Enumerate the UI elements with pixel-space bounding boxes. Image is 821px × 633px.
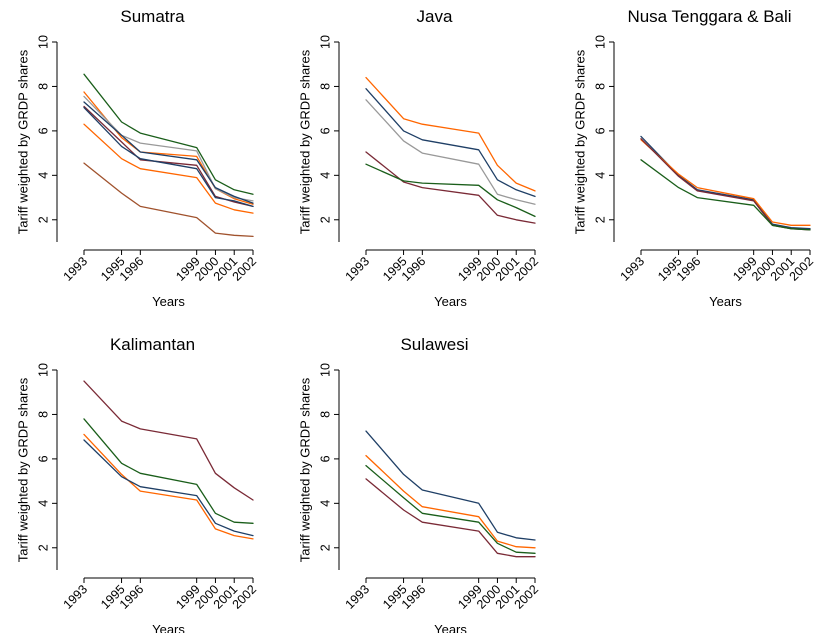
y-tick-label: 8 — [318, 411, 332, 418]
panel-sumatra: Sumatra 2 4 6 8 10 Tariff weighted by GRDP sha… — [15, 7, 259, 309]
series-line-5 — [365, 163, 536, 218]
y-tick-label: 2 — [36, 216, 50, 223]
y-tick-label: 6 — [318, 127, 332, 134]
x-tick-label: 1993 — [343, 254, 373, 284]
series-line-4 — [640, 159, 811, 231]
series-line-2 — [83, 418, 254, 524]
panel-sulawesi: Sulawesi 2 4 6 8 10 Tariff weighted by GRDP sh… — [297, 335, 541, 633]
series-line-4 — [365, 151, 536, 224]
panel-title: Kalimantan — [110, 335, 195, 354]
y-tick-label: 2 — [36, 544, 50, 551]
y-tick-label: 10 — [593, 35, 607, 49]
series-line-4 — [365, 478, 536, 558]
series-line-8 — [83, 162, 254, 238]
y-tick-label: 6 — [36, 455, 50, 462]
y-tick-label: 4 — [318, 500, 332, 507]
x-axis-title: Years — [152, 622, 185, 633]
y-tick-label: 4 — [318, 172, 332, 179]
y-tick-label: 8 — [36, 83, 50, 90]
series-line-1 — [83, 73, 254, 195]
y-tick-label: 10 — [36, 363, 50, 377]
y-tick-label: 4 — [593, 172, 607, 179]
y-tick-label: 8 — [36, 411, 50, 418]
x-tick-label: 1993 — [61, 582, 91, 612]
y-tick-label: 8 — [318, 83, 332, 90]
y-tick-label: 6 — [593, 127, 607, 134]
panel-title: Sumatra — [120, 7, 185, 26]
series-line-6 — [83, 106, 254, 208]
series-line-2 — [365, 88, 536, 198]
y-axis-title: Tariff weighted by GRDP shares — [15, 377, 30, 562]
series-line-3 — [365, 464, 536, 554]
panel-title: Nusa Tenggara & Bali — [627, 7, 791, 26]
y-tick-label: 4 — [36, 500, 50, 507]
series-line-2 — [640, 139, 811, 226]
series-line-1 — [83, 380, 254, 501]
y-tick-label: 8 — [593, 83, 607, 90]
series-line-4 — [83, 439, 254, 537]
x-axis-title: Years — [434, 294, 467, 309]
y-tick-label: 6 — [36, 127, 50, 134]
panel-nusa-tenggara-bali: Nusa Tenggara & Bali 2 4 6 8 10 Tariff weighte… — [572, 7, 816, 309]
y-axis-title: Tariff weighted by GRDP shares — [297, 49, 312, 234]
series-line-2 — [365, 454, 536, 549]
y-axis-title: Tariff weighted by GRDP shares — [297, 377, 312, 562]
series-line-1 — [640, 135, 811, 230]
x-axis-title: Years — [709, 294, 742, 309]
series-line-7 — [83, 123, 254, 214]
y-tick-label: 2 — [318, 544, 332, 551]
series-line-3 — [83, 433, 254, 540]
panel-title: Sulawesi — [400, 335, 468, 354]
y-tick-label: 6 — [318, 455, 332, 462]
y-tick-label: 10 — [36, 35, 50, 49]
y-axis-title: Tariff weighted by GRDP shares — [15, 49, 30, 234]
series-line-2 — [83, 91, 254, 205]
series-line-5 — [83, 105, 254, 208]
x-axis-title: Years — [434, 622, 467, 633]
y-axis-title: Tariff weighted by GRDP shares — [572, 49, 587, 234]
x-axis-title: Years — [152, 294, 185, 309]
x-tick-label: 1993 — [61, 254, 91, 284]
series-line-3 — [640, 138, 811, 231]
panel-java: Java 2 4 6 8 10 Tariff weighted by GRDP shares… — [297, 7, 541, 309]
x-tick-label: 1993 — [618, 254, 648, 284]
y-tick-label: 4 — [36, 172, 50, 179]
panel-kalimantan: Kalimantan 2 4 6 8 10 Tariff weighted by GRDP … — [15, 335, 259, 633]
y-tick-label: 10 — [318, 363, 332, 377]
series-line-1 — [365, 76, 536, 192]
y-tick-label: 2 — [318, 216, 332, 223]
series-line-3 — [365, 99, 536, 205]
panel-title: Java — [417, 7, 453, 26]
x-tick-label: 1993 — [343, 582, 373, 612]
y-tick-label: 10 — [318, 35, 332, 49]
series-line-3 — [83, 95, 254, 202]
series-line-1 — [365, 430, 536, 541]
series-line-4 — [83, 101, 254, 204]
y-tick-label: 2 — [593, 216, 607, 223]
